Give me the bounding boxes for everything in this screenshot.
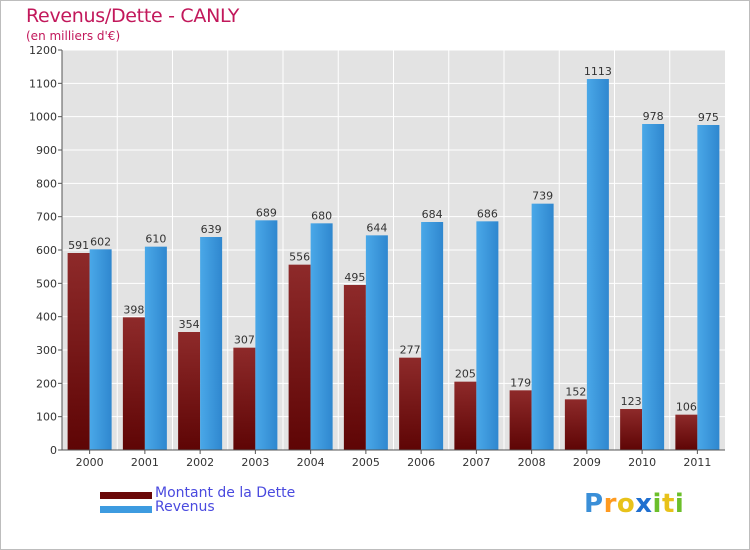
y-tick-label: 700 bbox=[36, 211, 57, 224]
data-label-revenus: 689 bbox=[256, 206, 277, 219]
data-label-debt: 179 bbox=[510, 376, 531, 389]
bar-debt bbox=[178, 332, 201, 450]
bar-debt bbox=[509, 390, 532, 450]
logo-letter: P bbox=[584, 489, 604, 519]
data-label-revenus: 1113 bbox=[584, 65, 612, 78]
bar-revenus bbox=[531, 203, 554, 450]
y-tick-label: 1200 bbox=[29, 44, 57, 57]
bar-debt bbox=[454, 381, 477, 450]
logo-letter: o bbox=[616, 489, 636, 519]
x-tick-label: 2000 bbox=[76, 456, 104, 469]
data-label-debt: 307 bbox=[234, 334, 255, 347]
chart-subtitle: (en milliers d'€) bbox=[26, 29, 121, 43]
logo-letter: r bbox=[603, 489, 617, 519]
x-tick-label: 2009 bbox=[573, 456, 601, 469]
bar-revenus bbox=[476, 221, 499, 450]
data-label-revenus: 602 bbox=[90, 235, 111, 248]
bar-revenus bbox=[697, 125, 720, 450]
bar-revenus bbox=[200, 237, 223, 450]
x-tick-label: 2001 bbox=[131, 456, 159, 469]
legend-label-debt: Montant de la Dette bbox=[155, 485, 296, 501]
logo-letter: x bbox=[635, 489, 653, 519]
data-label-revenus: 686 bbox=[477, 207, 498, 220]
data-label-debt: 123 bbox=[621, 395, 642, 408]
data-label-revenus: 680 bbox=[311, 209, 332, 222]
logo-letter: t bbox=[661, 489, 675, 519]
x-tick-label: 2008 bbox=[518, 456, 546, 469]
bar-debt bbox=[620, 409, 643, 450]
data-label-debt: 106 bbox=[676, 401, 697, 414]
x-tick-label: 2010 bbox=[628, 456, 656, 469]
bar-debt bbox=[343, 285, 366, 450]
data-label-debt: 556 bbox=[289, 251, 310, 264]
data-label-revenus: 739 bbox=[532, 190, 553, 203]
legend-label-revenus: Revenus bbox=[155, 499, 215, 515]
proxiti-logo: Proxiti bbox=[584, 489, 684, 519]
bar-revenus bbox=[255, 220, 278, 450]
bar-revenus bbox=[421, 222, 444, 450]
bar-revenus bbox=[144, 246, 167, 450]
y-tick-label: 900 bbox=[36, 144, 57, 157]
x-tick-label: 2007 bbox=[462, 456, 490, 469]
logo-letter: i bbox=[674, 489, 685, 519]
data-label-debt: 591 bbox=[68, 239, 89, 252]
data-label-revenus: 610 bbox=[145, 233, 166, 246]
x-tick-label: 2011 bbox=[683, 456, 711, 469]
logo-letter: i bbox=[652, 489, 662, 519]
y-tick-label: 1100 bbox=[29, 77, 57, 90]
y-tick-label: 600 bbox=[36, 244, 57, 257]
y-tick-label: 300 bbox=[36, 344, 57, 357]
y-tick-label: 500 bbox=[36, 277, 57, 290]
bar-revenus bbox=[365, 235, 388, 450]
x-tick-label: 2006 bbox=[407, 456, 435, 469]
data-label-debt: 354 bbox=[179, 318, 200, 331]
bar-revenus bbox=[586, 79, 609, 450]
legend-swatch-debt bbox=[100, 492, 152, 499]
y-tick-label: 800 bbox=[36, 177, 57, 190]
data-label-revenus: 684 bbox=[422, 208, 443, 221]
bar-debt bbox=[288, 264, 311, 450]
y-tick-label: 200 bbox=[36, 377, 57, 390]
bar-revenus bbox=[310, 223, 333, 450]
data-label-revenus: 644 bbox=[366, 221, 387, 234]
data-label-debt: 277 bbox=[400, 344, 421, 357]
data-label-debt: 398 bbox=[123, 303, 144, 316]
y-tick-label: 100 bbox=[36, 411, 57, 424]
y-tick-label: 400 bbox=[36, 311, 57, 324]
x-tick-label: 2004 bbox=[297, 456, 325, 469]
data-label-debt: 152 bbox=[565, 385, 586, 398]
bar-debt bbox=[675, 414, 698, 450]
y-tick-label: 1000 bbox=[29, 111, 57, 124]
bar-debt bbox=[122, 317, 145, 450]
bar-revenus bbox=[89, 249, 112, 450]
data-label-revenus: 639 bbox=[201, 223, 222, 236]
bar-debt bbox=[564, 399, 587, 450]
bar-revenus bbox=[642, 124, 665, 450]
x-tick-label: 2005 bbox=[352, 456, 380, 469]
data-label-revenus: 975 bbox=[698, 111, 719, 124]
x-tick-label: 2003 bbox=[241, 456, 269, 469]
bar-debt bbox=[67, 253, 90, 450]
bar-debt bbox=[233, 347, 256, 450]
legend-swatch-revenus bbox=[100, 506, 152, 513]
chart-title: Revenus/Dette - CANLY bbox=[26, 5, 240, 27]
x-tick-label: 2002 bbox=[186, 456, 214, 469]
data-label-debt: 495 bbox=[344, 271, 365, 284]
y-tick-label: 0 bbox=[50, 444, 57, 457]
data-label-revenus: 978 bbox=[643, 110, 664, 123]
data-label-debt: 205 bbox=[455, 368, 476, 381]
bar-debt bbox=[399, 357, 422, 450]
